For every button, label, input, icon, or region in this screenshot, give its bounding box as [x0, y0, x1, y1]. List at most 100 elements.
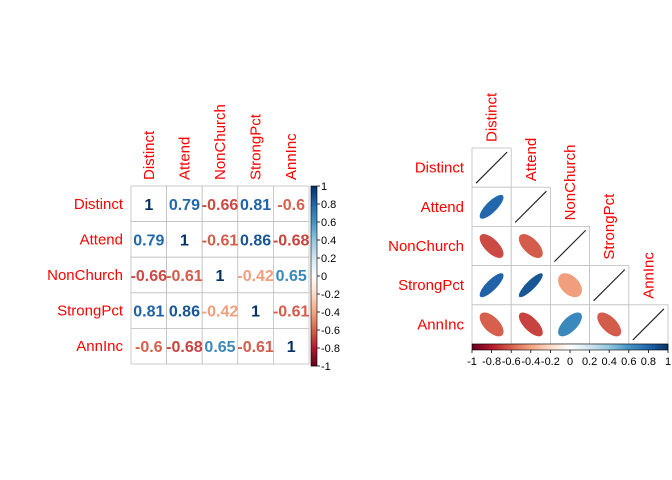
- colorbar-segment: [538, 344, 541, 350]
- colorbar-segment: [311, 263, 317, 266]
- colorbar-segment: [311, 321, 317, 324]
- colorbar-segment: [311, 360, 317, 363]
- colorbar-segment: [311, 268, 317, 271]
- colorbar-tick-label: -0.6: [321, 325, 340, 337]
- col-label-strongpct: StrongPct: [601, 193, 618, 260]
- correlation-panel-numbers: 1 0.79 -0.66 0.81 -0.60.79 1 -0.61 0.86 -0.68-0.…: [47, 104, 340, 373]
- colorbar-segment: [499, 344, 502, 350]
- colorbar-tick-label: -0.2: [321, 289, 340, 301]
- colorbar-tick-label: -0.2: [541, 356, 560, 368]
- corr-ellipse-attend-distinct: [479, 194, 504, 219]
- colorbar-segment: [311, 229, 317, 232]
- corr-value-attend-anninc: -0.68: [273, 232, 310, 249]
- colorbar-segment: [526, 344, 530, 350]
- colorbar-segment: [311, 274, 317, 277]
- colorbar-segment: [624, 344, 628, 350]
- row-label-anninc: AnnInc: [417, 316, 464, 333]
- colorbar-segment: [487, 344, 490, 350]
- colorbar-segment: [607, 344, 610, 350]
- corr-value-attend-nonchurch: -0.61: [202, 232, 239, 249]
- row-label-attend: Attend: [80, 231, 123, 248]
- colorbar-segment: [311, 231, 317, 234]
- corr-value-distinct-distinct: 1: [144, 197, 153, 214]
- colorbar-segment: [311, 256, 317, 259]
- colorbar-segment: [658, 344, 661, 350]
- cell-anninc-attend: [166, 327, 203, 365]
- diagonal-ellipse-distinct-distinct: [475, 151, 508, 184]
- col-label-strongpct: StrongPct: [248, 113, 265, 180]
- colorbar-tick-label: -0.4: [321, 307, 340, 319]
- corr-value-strongpct-anninc: -0.61: [273, 304, 310, 321]
- colorbar-segment: [311, 196, 317, 199]
- colorbar-segment: [311, 258, 317, 261]
- col-label-nonchurch: NonChurch: [212, 104, 229, 180]
- colorbar-segment: [648, 344, 651, 350]
- colorbar-segment: [617, 344, 620, 350]
- colorbar-segment: [311, 299, 317, 302]
- colorbar-segment: [311, 355, 317, 358]
- corr-value-strongpct-strongpct: 1: [251, 304, 260, 321]
- corr-ellipse-anninc-distinct: [479, 312, 504, 337]
- colorbar-segment: [497, 344, 500, 350]
- colorbar-segment: [505, 344, 508, 350]
- colorbar-segment: [311, 267, 317, 270]
- corr-value-distinct-anninc: -0.6: [277, 197, 305, 214]
- colorbar-segment: [509, 344, 512, 350]
- colorbar-segment: [591, 344, 594, 350]
- colorbar-segment: [477, 344, 481, 350]
- colorbar-segment: [311, 333, 317, 336]
- colorbar-segment: [528, 344, 532, 350]
- cell-strongpct-anninc: [272, 292, 310, 329]
- cell-nonchurch-strongpct: [237, 256, 274, 294]
- colorbar-segment: [601, 344, 604, 350]
- colorbar-segment: [311, 238, 317, 241]
- colorbar-segment: [311, 214, 317, 217]
- colorbar-tick-label: 0.6: [621, 356, 636, 368]
- corr-value-strongpct-attend: 0.86: [169, 304, 200, 321]
- colorbar-segment: [626, 344, 630, 350]
- colorbar-segment: [650, 344, 653, 350]
- colorbar-segment: [311, 342, 317, 345]
- row-label-strongpct: StrongPct: [57, 303, 124, 320]
- colorbar-segment: [311, 303, 317, 306]
- colorbar-segment: [581, 344, 585, 350]
- colorbar-segment: [640, 344, 643, 350]
- colorbar-segment: [519, 344, 522, 350]
- colorbar-segment: [311, 340, 317, 343]
- colorbar-segment: [524, 344, 528, 350]
- row-label-nonchurch: NonChurch: [47, 267, 123, 284]
- colorbar-segment: [311, 348, 317, 351]
- diagonal-ellipse-strongpct-strongpct: [593, 269, 626, 302]
- cell-attend-nonchurch: [201, 221, 239, 258]
- colorbar-segment: [562, 344, 565, 350]
- colorbar-segment: [311, 222, 317, 225]
- colorbar-segment: [495, 344, 498, 350]
- colorbar-segment: [483, 344, 487, 350]
- colorbar-segment: [311, 330, 317, 333]
- colorbar-segment: [311, 198, 317, 201]
- colorbar-segment: [522, 344, 526, 350]
- colorbar-segment: [491, 344, 494, 350]
- colorbar-segment: [620, 344, 624, 350]
- cell-strongpct-strongpct: [237, 292, 274, 329]
- colorbar-segment: [311, 364, 317, 367]
- colorbar-segment: [311, 186, 317, 189]
- colorbar-segment: [311, 294, 317, 297]
- colorbar-segment: [568, 344, 571, 350]
- corr-value-nonchurch-strongpct: -0.42: [237, 268, 274, 285]
- colorbar-segment: [311, 218, 317, 221]
- colorbar-segment: [660, 344, 663, 350]
- colorbar-tick-label: 0.4: [321, 235, 336, 247]
- colorbar-segment: [646, 344, 649, 350]
- colorbar-segment: [311, 270, 317, 273]
- colorbar-segment: [311, 216, 317, 219]
- colorbar-tick-label: 1: [321, 181, 327, 193]
- colorbar-segment: [311, 297, 317, 300]
- correlation-panel-ellipses: Distinct Attend NonChurch StrongPct AnnInc Di…: [388, 92, 671, 368]
- diagonal-ellipse-attend-attend: [514, 190, 547, 223]
- colorbar-segment: [615, 344, 618, 350]
- row-label-distinct: Distinct: [74, 196, 124, 213]
- colorbar-segment: [489, 344, 492, 350]
- corr-ellipse-anninc-attend: [518, 312, 543, 337]
- colorbar-segment: [311, 344, 317, 347]
